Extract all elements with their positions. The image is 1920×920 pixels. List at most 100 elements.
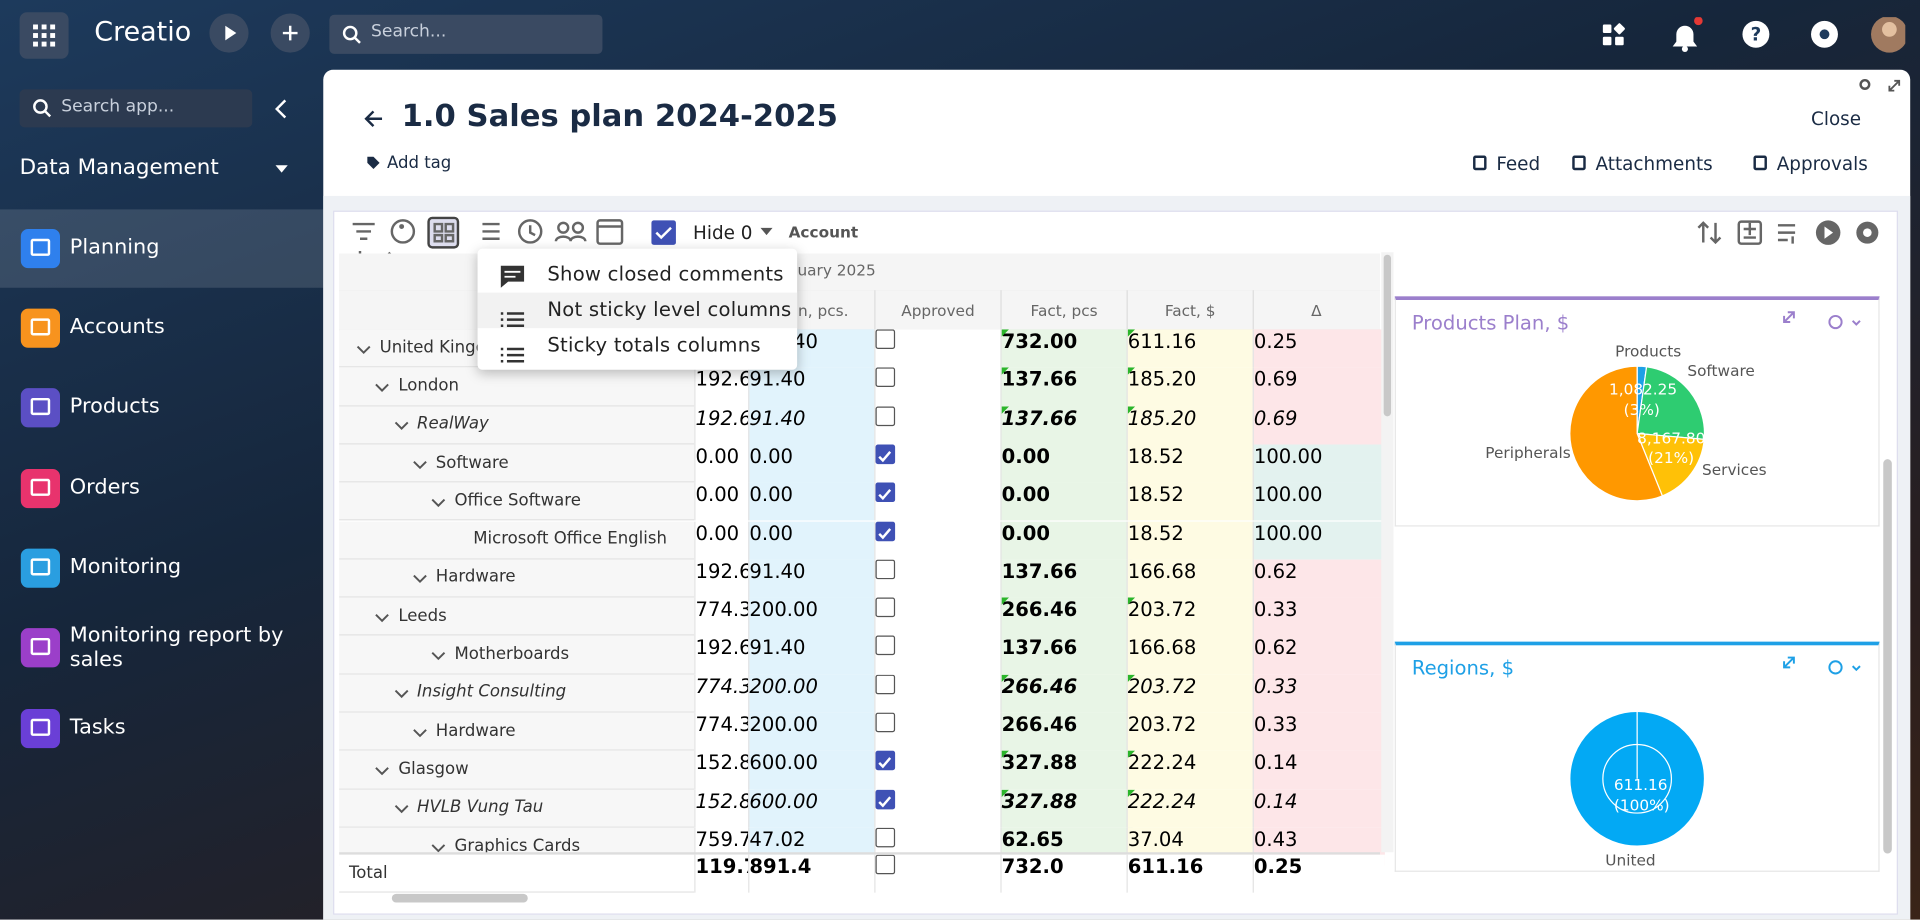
checkbox[interactable] — [875, 789, 896, 809]
menu-item[interactable]: Tasks — [69, 715, 126, 740]
cell: 192.60 — [694, 635, 755, 675]
cell-value: 203.72 — [1127, 674, 1197, 698]
add-tag[interactable]: Add tag — [386, 153, 452, 173]
cell: 0.00 — [748, 444, 881, 483]
checkbox[interactable] — [875, 329, 896, 349]
menu-item[interactable]: Orders — [69, 475, 140, 500]
menu-icon — [20, 308, 61, 348]
pie-label: United — [1605, 851, 1656, 870]
search-box[interactable]: Search... — [329, 14, 603, 54]
v-scrollbar[interactable] — [1381, 252, 1394, 853]
menu-option[interactable]: Show closed comments — [547, 262, 784, 286]
toolbar-right-icons[interactable] — [1697, 218, 1883, 247]
page-title: 1.0 Sales plan 2024-2025 — [401, 97, 838, 134]
cell-value: 18.52 — [1127, 444, 1184, 468]
hide-caret[interactable] — [760, 227, 773, 236]
expand-chevron[interactable] — [374, 762, 391, 779]
cell — [874, 367, 1007, 407]
cell: 137.66 — [1000, 559, 1133, 598]
expand-chevron[interactable] — [411, 570, 428, 587]
expand-chevron[interactable] — [393, 685, 410, 702]
collapse-icon[interactable] — [272, 98, 292, 120]
menu-icon — [20, 468, 61, 509]
edit-flag — [1127, 329, 1136, 337]
menu-item[interactable]: Planning — [69, 235, 160, 260]
expand-chevron[interactable] — [374, 608, 391, 625]
menu-icon-glyph — [30, 397, 51, 416]
cell-value: 203.72 — [1127, 712, 1197, 736]
top-icons: ? — [1602, 17, 1906, 53]
close-button[interactable]: Close — [1811, 107, 1862, 130]
app-search[interactable]: Search app... — [19, 89, 253, 128]
tab[interactable]: Attachments — [1595, 153, 1713, 176]
checkbox[interactable] — [875, 827, 896, 848]
row-bg — [339, 712, 695, 751]
cell: 0.25 — [1252, 329, 1385, 368]
menu-icon — [20, 388, 61, 428]
checkbox[interactable] — [875, 482, 896, 503]
widgets-scrollbar[interactable] — [1883, 459, 1892, 854]
expand-chevron[interactable] — [430, 493, 447, 510]
checkbox[interactable] — [875, 635, 896, 656]
cell-value: 891.4 — [749, 854, 812, 878]
expand-chevron[interactable] — [411, 455, 428, 472]
tab[interactable]: Approvals — [1776, 153, 1868, 176]
panel-controls[interactable] — [1856, 76, 1905, 93]
checkbox[interactable] — [875, 712, 896, 733]
toolbar-icons[interactable] — [348, 216, 862, 289]
tab[interactable]: Feed — [1496, 153, 1541, 176]
add-button[interactable] — [270, 13, 310, 53]
checkbox[interactable] — [875, 367, 896, 388]
column-header[interactable]: Fact, $ — [1126, 290, 1253, 330]
section-name[interactable]: Data Management — [19, 155, 219, 181]
row-label: Glasgow — [398, 759, 469, 779]
menu-item[interactable]: Accounts — [69, 314, 165, 340]
menu-item[interactable]: Products — [69, 394, 160, 419]
checkbox[interactable] — [875, 750, 896, 771]
run-button[interactable] — [209, 13, 249, 53]
menu-icon — [20, 628, 61, 668]
hide-zero-label: Hide 0 — [693, 221, 753, 244]
cell-value: 732.00 — [1001, 329, 1078, 353]
apps-button[interactable] — [19, 12, 69, 59]
cell-value: 774.30 — [695, 597, 755, 621]
group-label: Account — [788, 222, 859, 242]
cell: 0.00 — [694, 521, 755, 560]
checkbox[interactable] — [875, 597, 896, 618]
expand-chevron[interactable] — [411, 723, 428, 740]
cell-value: 200.00 — [749, 597, 818, 621]
h-scrollbar[interactable] — [391, 893, 528, 903]
expand-chevron[interactable] — [393, 800, 410, 817]
cell: 166.68 — [1126, 635, 1259, 675]
checkbox[interactable] — [875, 521, 896, 541]
cell: 203.72 — [1126, 712, 1259, 751]
back-arrow[interactable] — [362, 108, 384, 130]
cell: 0.00 — [1000, 444, 1133, 483]
menu-item[interactable]: Monitoring report by sales — [69, 623, 284, 673]
checkbox[interactable] — [875, 854, 896, 875]
menu-item[interactable]: Monitoring — [69, 554, 182, 580]
cell: 203.72 — [1126, 597, 1259, 636]
cell — [874, 559, 1007, 598]
expand-chevron[interactable] — [355, 340, 372, 357]
checkbox[interactable] — [875, 444, 896, 464]
checkbox[interactable] — [875, 674, 896, 694]
edit-flag — [1001, 329, 1009, 337]
expand-chevron[interactable] — [393, 417, 410, 434]
cell: 137.66 — [1000, 367, 1133, 407]
expand-chevron[interactable] — [374, 378, 391, 395]
menu-option[interactable]: Sticky totals columns — [547, 333, 761, 357]
checkbox[interactable] — [875, 559, 896, 579]
expand-chevron[interactable] — [430, 647, 447, 664]
cell-value: 0.62 — [1253, 559, 1298, 583]
menu-option[interactable]: Not sticky level columns — [547, 297, 792, 321]
column-header[interactable]: Approved — [874, 290, 1000, 330]
checkbox[interactable] — [875, 406, 896, 426]
section-caret[interactable] — [274, 164, 289, 174]
hide-zero-checkbox[interactable] — [651, 220, 676, 245]
column-header[interactable]: Fact, pcs — [1000, 290, 1126, 330]
column-header[interactable]: Δ — [1252, 290, 1379, 330]
slice-label: (21%) — [1648, 448, 1695, 467]
expand-chevron[interactable] — [430, 838, 447, 855]
cell: 91.40 — [748, 367, 881, 407]
